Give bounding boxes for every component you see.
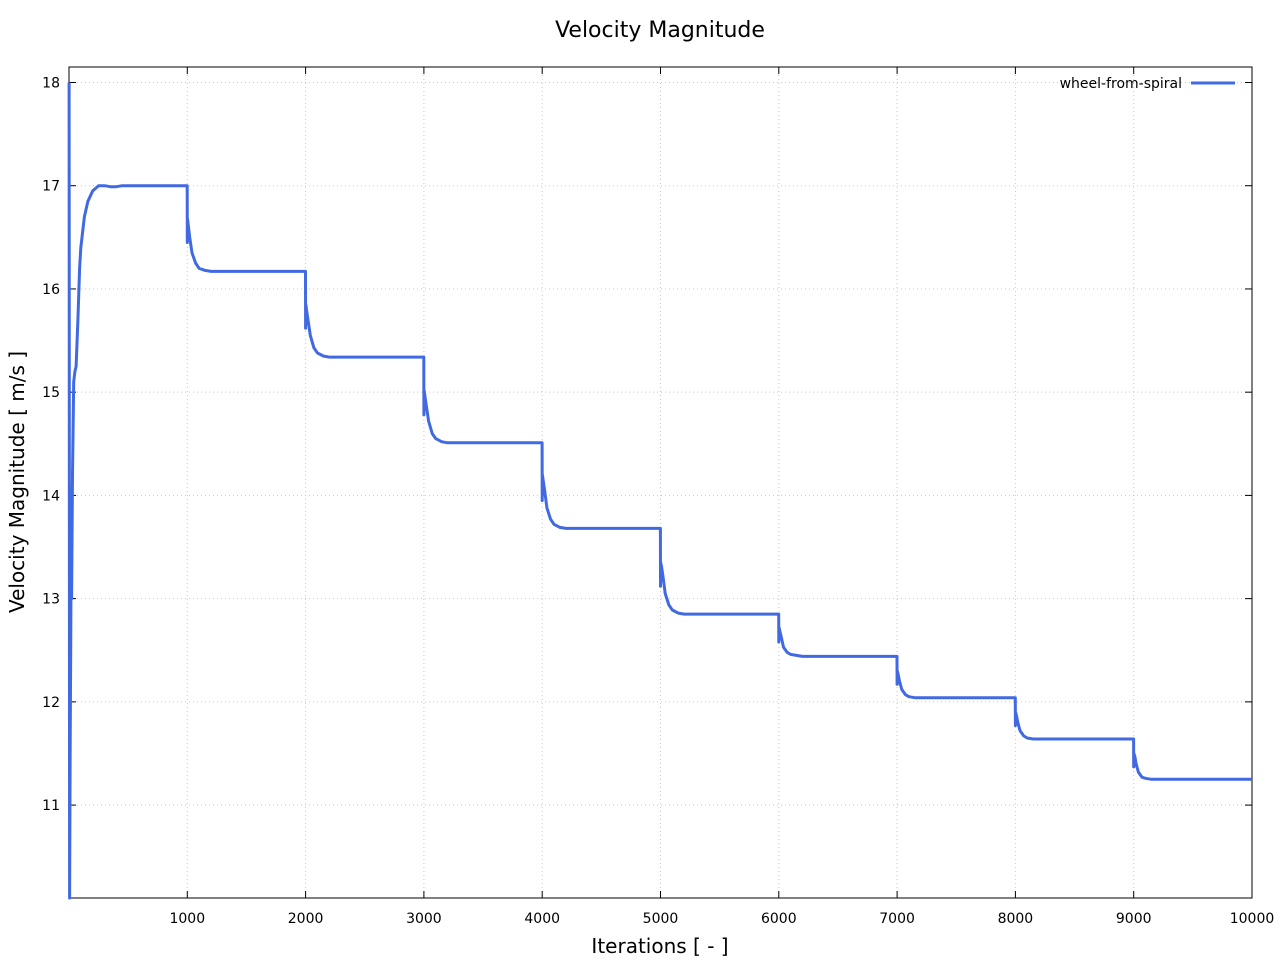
series-line-wheel-from-spiral [67, 82, 1252, 900]
x-tick-label: 2000 [288, 911, 324, 927]
x-tick-label: 6000 [761, 911, 797, 927]
y-tick-label: 13 [42, 592, 60, 608]
y-tick-label: 15 [42, 385, 60, 401]
x-tick-label: 4000 [524, 911, 560, 927]
legend-label-wheel-from-spiral: wheel-from-spiral [1060, 76, 1182, 92]
y-tick-label: 12 [42, 695, 60, 711]
x-axis-label: Iterations [ - ] [591, 934, 728, 958]
x-tick-label: 8000 [998, 911, 1034, 927]
y-axis-label: Velocity Magnitude [ m/s ] [5, 351, 29, 613]
x-tick-label: 5000 [643, 911, 679, 927]
y-tick-labels: 11 12 13 14 15 16 17 18 [42, 75, 60, 814]
x-tick-label: 3000 [406, 911, 442, 927]
x-tick-label: 10000 [1230, 911, 1275, 927]
y-tick-label: 14 [42, 488, 60, 504]
y-tick-label: 18 [42, 75, 60, 91]
x-tick-label: 9000 [1116, 911, 1152, 927]
y-tick-label: 17 [42, 179, 60, 195]
y-tick-label: 16 [42, 282, 60, 298]
x-tick-label: 7000 [879, 911, 915, 927]
chart-title: Velocity Magnitude [555, 18, 765, 43]
x-tick-labels: 1000 2000 3000 4000 5000 6000 7000 8000 9000 1000… [169, 911, 1274, 927]
y-tick-label: 11 [42, 798, 60, 814]
x-tick-label: 1000 [169, 911, 205, 927]
series-layer [67, 82, 1252, 900]
grid [69, 67, 1253, 898]
legend: wheel-from-spiral [1060, 76, 1235, 92]
